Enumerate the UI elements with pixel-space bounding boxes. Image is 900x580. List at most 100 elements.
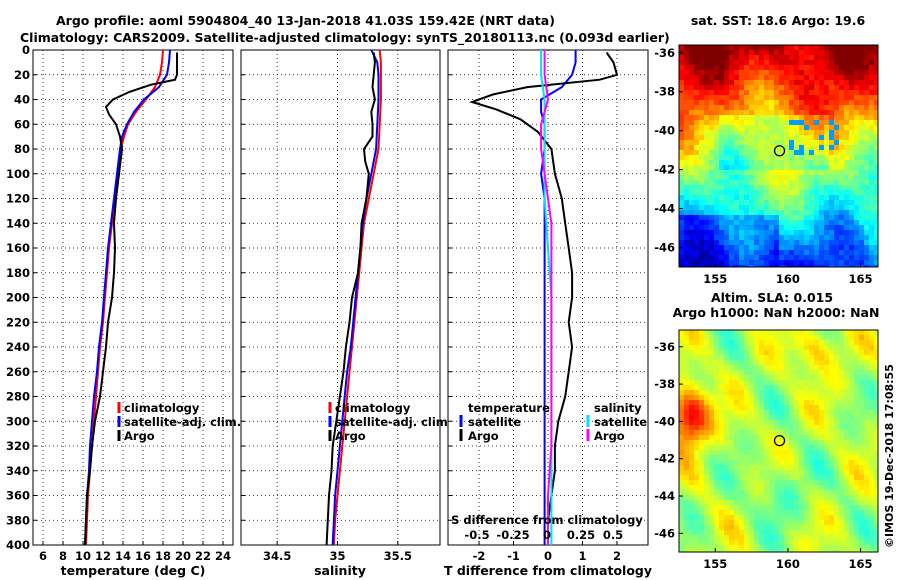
sla-map-pixel [679,390,685,396]
sst-map-pixel [834,260,840,266]
sst-map-pixel [859,185,865,191]
depth-tick-label: 120 [6,192,30,206]
sla-map-pixel [774,405,780,411]
sst-map-pixel [729,205,735,211]
sst-map-pixel [849,75,855,81]
sst-map-pixel [714,140,720,146]
sst-map-pixel [714,85,720,91]
sst-map-pixel [789,160,795,166]
sla-map-pixel [789,395,795,401]
sla-map-pixel [734,360,740,366]
sla-map-pixel [679,410,685,416]
sst-map-pixel [839,50,845,56]
sla-map-pixel [724,365,730,371]
sst-map-pixel [734,100,740,106]
sla-map-pixel [764,485,770,491]
sst-map-pixel [824,155,830,161]
sla-map-pixel [679,345,685,351]
sla-map-pixel [864,335,870,341]
sst-map-pixel [749,200,755,206]
sla-map-pixel [819,335,825,341]
sla-map-pixel [719,460,725,466]
sst-map-pixel [689,205,695,211]
sla-map-pixel [694,535,700,541]
sst-map-pixel [749,140,755,146]
sst-map-pixel [694,205,700,211]
sla-map-pixel [704,480,710,486]
sst-map-pixel [719,65,725,71]
sst-map-pixel [854,45,860,51]
sla-map-pixel [844,490,850,496]
sla-map-pixel [809,415,815,421]
sla-map-pixel [854,510,860,516]
sla-map-pixel [799,475,805,481]
sla-map-pixel [769,475,775,481]
sla-map-pixel [749,365,755,371]
sla-map-pixel [849,520,855,526]
sla-map-pixel [749,345,755,351]
sst-map-pixel [874,205,878,211]
sla-map-pixel [679,370,685,376]
sst-map-pixel [709,95,715,101]
sst-map-pixel [699,115,705,121]
sst-map-pixel [854,150,860,156]
depth-tick-label: 300 [6,414,30,428]
sla-map-pixel [724,385,730,391]
sst-map-pixel [844,65,850,71]
sla-map-pixel [734,350,740,356]
sst-map-pixel [834,185,840,191]
sla-map-pixel [874,360,878,366]
sst-map-pixel [864,140,870,146]
sla-map-pixel [854,440,860,446]
sla-map-pixel [689,330,695,336]
sst-map-pixel [774,175,780,181]
sla-map-pixel [684,400,690,406]
sst-map-pixel [709,135,715,141]
sla-map-pixel [819,355,825,361]
sst-map-pixel [724,255,730,261]
sst-map-pixel [744,165,750,171]
sla-map-pixel [809,550,815,552]
sst-map-pixel [689,245,695,251]
sla-map-pixel [684,535,690,541]
sst-map-pixel [724,70,730,76]
sst-map-pixel [809,140,815,146]
sst-map-pixel [689,130,695,136]
sla-map-pixel [854,465,860,471]
sst-map-pixel [734,185,740,191]
sst-map-pixel [809,145,815,151]
sla-map-pixel [769,500,775,506]
sst-map-pixel [734,60,740,66]
sla-map-pixel [764,405,770,411]
sst-map-pixel [689,75,695,81]
sst-map-pixel [714,150,720,156]
sst-map-pixel [864,90,870,96]
sla-map-pixel [869,370,875,376]
sla-map-pixel [739,530,745,536]
sst-map-pixel [704,105,710,111]
sst-map-pixel [814,245,820,251]
sla-map-pixel [719,500,725,506]
sst-map-pixel [714,145,720,151]
sst-map-pixel [789,235,795,241]
sla-map-pixel [704,490,710,496]
sla-map-pixel [759,395,765,401]
sst-map-pixel [769,160,775,166]
sst-map-pixel [769,210,775,216]
sst-map-pixel [844,50,850,56]
sla-map-pixel [774,415,780,421]
sla-map-pixel [714,330,720,336]
sla-map-pixel [729,515,735,521]
sst-map-pixel [839,65,845,71]
sst-map-pixel [689,160,695,166]
sla-map-pixel [754,415,760,421]
sst-map-pixel [824,140,830,146]
sla-map-pixel [789,435,795,441]
sla-map-pixel [704,465,710,471]
sst-map-pixel [739,60,745,66]
sla-map-pixel [804,455,810,461]
sla-map-pixel [689,455,695,461]
sst-map-pixel [764,160,770,166]
sla-map-pixel [824,515,830,521]
sst-map-pixel [784,115,790,121]
